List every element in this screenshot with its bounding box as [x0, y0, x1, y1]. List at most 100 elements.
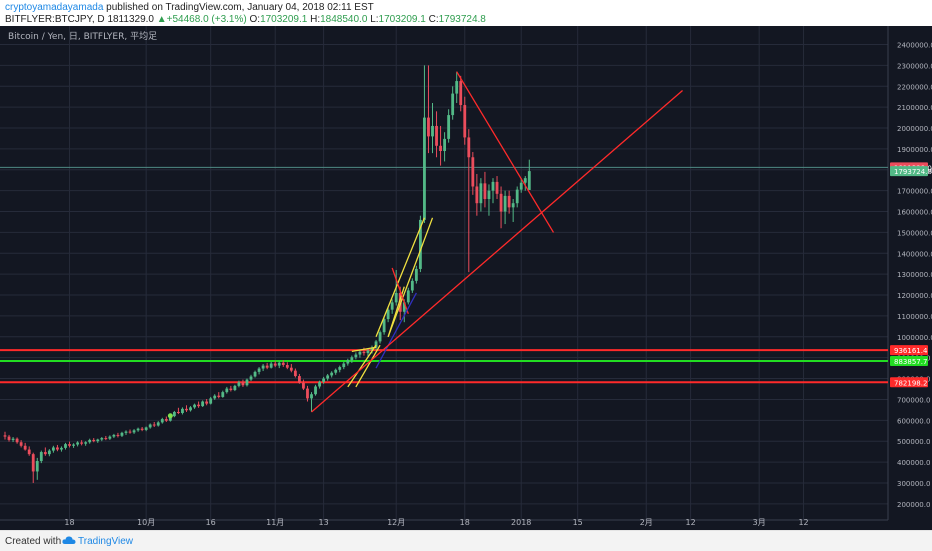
candle-body: [92, 439, 96, 442]
candle-body: [237, 382, 241, 386]
ohlc-c-label: C:: [428, 14, 439, 25]
candle-body: [423, 117, 426, 220]
created-with-text: Created with: [5, 536, 62, 547]
price-tag: [890, 166, 928, 177]
candle-body: [64, 444, 67, 448]
x-tick-label: 18: [460, 518, 470, 527]
candle-body: [201, 401, 205, 407]
candle-body: [253, 371, 257, 377]
candle-body: [39, 452, 43, 462]
price-tag: [890, 345, 928, 356]
candle-body: [164, 419, 168, 421]
tradingview-brand-link[interactable]: TradingView: [78, 536, 134, 547]
candle-body: [120, 432, 124, 436]
candle-body: [132, 430, 136, 433]
chart-area[interactable]: Bitcoin / Yen, 日, BITFLYER, 平均足 2400000.0…: [0, 26, 932, 530]
drawing-line[interactable]: [351, 346, 377, 353]
price-chart[interactable]: Bitcoin / Yen, 日, BITFLYER, 平均足 2400000.0…: [0, 26, 932, 530]
candle-body: [285, 364, 289, 368]
drawing-line[interactable]: [347, 344, 377, 388]
change-arrow-icon: ▲: [156, 14, 167, 25]
ohlc-open: 1703209.1: [260, 14, 308, 25]
candle-body: [47, 450, 51, 455]
candle-body: [261, 365, 265, 369]
published-text: published on TradingView.com, January 04…: [106, 2, 374, 13]
candle-body: [27, 449, 31, 455]
candle-body: [84, 442, 88, 444]
candle-body: [358, 351, 362, 355]
candle-body: [354, 354, 358, 358]
symbol-label: BITFLYER:BTCJPY, D: [5, 14, 105, 25]
candle-body: [31, 454, 35, 472]
price-tag: [890, 377, 928, 388]
y-tick-label: 2200000.0: [897, 83, 932, 91]
candle-body: [366, 350, 370, 354]
chart-title: Bitcoin / Yen, 日, BITFLYER, 平均足: [8, 30, 157, 42]
candle-body: [140, 428, 144, 430]
candle-body: [100, 438, 104, 440]
candle-body: [390, 302, 394, 310]
candle-body: [398, 292, 402, 312]
candle-body: [197, 404, 200, 407]
candle-body: [519, 182, 523, 190]
candle-body: [3, 435, 7, 437]
candle-body: [370, 347, 374, 351]
candle-body: [386, 309, 390, 320]
drawing-line[interactable]: [375, 217, 426, 338]
candle-body: [306, 388, 309, 399]
y-tick-label: 700000.0: [897, 396, 930, 404]
drawing-line[interactable]: [387, 217, 434, 338]
candle-body: [418, 219, 422, 269]
author-link[interactable]: cryptoyamadayamada: [5, 2, 104, 13]
x-tick-label: 12: [686, 518, 696, 527]
drawing-line[interactable]: [355, 344, 381, 388]
candle-body: [410, 280, 414, 291]
candle-body: [346, 360, 350, 364]
last-price: 1811329.0: [107, 14, 154, 25]
candle-body: [217, 395, 221, 397]
candle-body: [148, 424, 152, 428]
ohlc-h-label: H:: [310, 14, 321, 25]
drawing-line[interactable]: [391, 267, 409, 315]
candle-body: [177, 411, 180, 414]
y-tick-label: 1200000.0: [897, 292, 932, 300]
y-tick-label: 200000.0: [897, 501, 930, 509]
candle-body: [463, 105, 467, 138]
candle-body: [499, 193, 503, 212]
trendline[interactable]: [456, 71, 555, 233]
candle-body: [302, 382, 305, 389]
candle-body: [402, 302, 406, 312]
candle-body: [104, 438, 108, 440]
candle-body: [451, 93, 455, 116]
drawing-line[interactable]: [375, 292, 417, 369]
candle-body: [467, 137, 471, 158]
candle-body: [293, 370, 297, 377]
candle-body: [249, 376, 253, 380]
candle-body: [43, 452, 47, 455]
candle-body: [35, 461, 39, 472]
candle-body: [326, 375, 330, 379]
candle-body: [225, 388, 229, 393]
candle-body: [475, 186, 479, 204]
y-tick-label: 1300000.0: [897, 271, 932, 279]
y-tick-label: 2300000.0: [897, 62, 932, 70]
candle-body: [136, 428, 140, 431]
candle-body: [144, 427, 148, 430]
trendline[interactable]: [311, 89, 683, 413]
candle-body: [11, 438, 15, 440]
symbol-info: BITFLYER:BTCJPY, D 1811329.0 ▲+54468.0 (…: [5, 14, 486, 26]
candle-body: [527, 171, 531, 190]
price-tag-label: 1793724.8: [894, 168, 932, 176]
candle-body: [156, 422, 160, 426]
candle-body: [479, 183, 483, 204]
candle-body: [108, 436, 112, 439]
x-tick-label: 3月: [753, 518, 766, 527]
price-tag: [890, 356, 928, 367]
candle-body: [495, 181, 499, 194]
candle-body: [277, 362, 281, 366]
y-tick-label: 1500000.0: [897, 229, 932, 237]
candle-body: [205, 401, 209, 404]
candle-body: [414, 268, 418, 281]
x-tick-label: 11月: [266, 518, 284, 527]
candle-body: [269, 363, 273, 368]
